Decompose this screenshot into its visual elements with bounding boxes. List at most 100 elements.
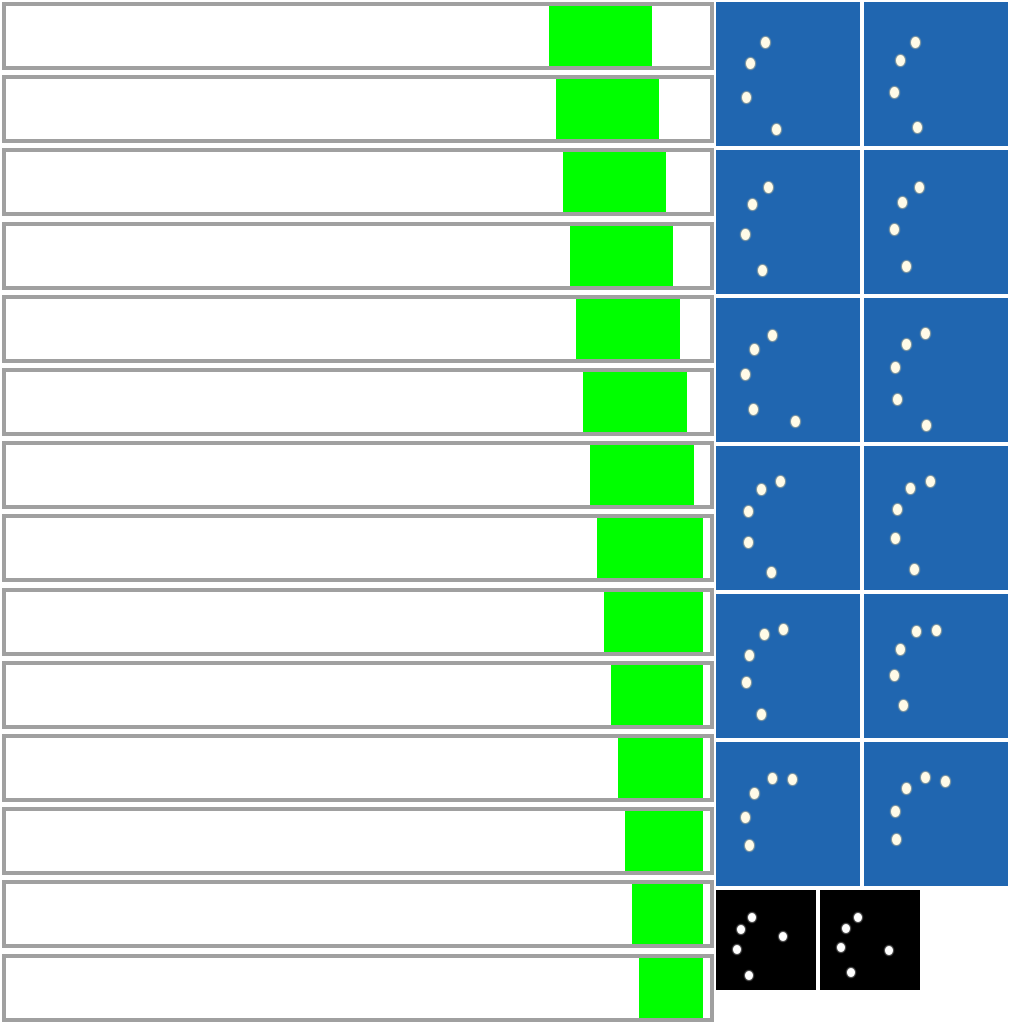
dot-marker — [889, 86, 899, 98]
dot-marker — [743, 505, 753, 517]
dot-marker — [748, 912, 756, 922]
progress-bar — [2, 75, 714, 143]
dot-marker — [901, 338, 911, 350]
progress-bar-fill — [576, 299, 680, 359]
dot-marker — [740, 811, 750, 823]
progress-bar-fill — [583, 372, 687, 432]
dot-marker — [889, 223, 899, 235]
dot-marker — [921, 419, 931, 431]
dot-image-tile — [716, 298, 860, 442]
progress-bar — [2, 514, 714, 582]
progress-bar-fill — [548, 6, 653, 66]
dot-marker — [931, 624, 941, 636]
dot-thumbnail — [820, 890, 920, 990]
dot-marker — [733, 944, 741, 954]
progress-bar-fill — [631, 884, 703, 944]
progress-bar-fill — [590, 445, 694, 505]
dot-marker — [740, 368, 750, 380]
dot-marker — [744, 649, 754, 661]
dot-marker — [741, 676, 751, 688]
dot-marker — [763, 181, 773, 193]
dot-marker — [892, 393, 902, 405]
dot-marker — [895, 643, 905, 655]
dot-marker — [925, 475, 935, 487]
progress-bar — [2, 588, 714, 656]
dot-marker — [787, 773, 797, 785]
progress-bar — [2, 2, 714, 70]
progress-bar-fill — [555, 79, 660, 139]
progress-bar — [2, 954, 714, 1022]
progress-bar-fill — [624, 811, 703, 871]
progress-bar — [2, 148, 714, 216]
dot-marker — [854, 912, 862, 922]
dot-thumbnail — [716, 890, 816, 990]
dot-marker — [790, 415, 800, 427]
dot-image-tile — [864, 446, 1008, 590]
dot-marker — [847, 967, 855, 977]
dot-marker — [901, 782, 911, 794]
dot-image-tile — [716, 2, 860, 146]
dot-image-tile — [716, 150, 860, 294]
progress-bar-fill — [604, 592, 703, 652]
dot-marker — [771, 123, 781, 135]
dot-marker — [890, 532, 900, 544]
progress-bar — [2, 734, 714, 802]
progress-bar-fill — [617, 738, 703, 798]
progress-bar-fill — [569, 226, 673, 286]
progress-bar — [2, 368, 714, 436]
dot-marker — [842, 923, 850, 933]
progress-bar — [2, 661, 714, 729]
progress-bar — [2, 807, 714, 875]
dot-marker — [779, 931, 787, 941]
dot-image-tile — [716, 446, 860, 590]
dot-marker — [744, 839, 754, 851]
dot-marker — [748, 403, 758, 415]
dot-image-tile — [864, 150, 1008, 294]
dot-marker — [901, 260, 911, 272]
dot-image-tile — [864, 594, 1008, 738]
progress-bar-fill — [638, 958, 703, 1018]
dot-marker — [920, 327, 930, 339]
dot-marker — [885, 945, 893, 955]
dot-marker — [767, 772, 777, 784]
dot-marker — [737, 924, 745, 934]
dot-marker — [757, 264, 767, 276]
dot-marker — [912, 121, 922, 133]
dot-marker — [740, 228, 750, 240]
dot-marker — [890, 361, 900, 373]
progress-bar-fill — [610, 665, 703, 725]
dot-marker — [766, 566, 776, 578]
dot-image-tile — [716, 594, 860, 738]
progress-bar — [2, 295, 714, 363]
dot-marker — [897, 196, 907, 208]
dot-image-tile — [864, 742, 1008, 886]
dot-marker — [910, 36, 920, 48]
dot-marker — [747, 198, 757, 210]
dot-marker — [759, 628, 769, 640]
dot-marker — [914, 181, 924, 193]
dot-marker — [909, 563, 919, 575]
progress-bar — [2, 441, 714, 509]
dot-marker — [767, 329, 777, 341]
progress-bar — [2, 222, 714, 290]
dot-marker — [889, 669, 899, 681]
dot-marker — [760, 36, 770, 48]
dot-marker — [749, 787, 759, 799]
progress-bar-fill — [562, 152, 667, 212]
dot-marker — [895, 54, 905, 66]
dot-marker — [898, 699, 908, 711]
dot-image-tile — [864, 298, 1008, 442]
dot-marker — [756, 483, 766, 495]
dot-marker — [749, 343, 759, 355]
dot-marker — [743, 536, 753, 548]
dot-image-tile — [716, 742, 860, 886]
dot-marker — [911, 625, 921, 637]
dot-marker — [775, 475, 785, 487]
dot-marker — [745, 970, 753, 980]
dot-image-tile — [864, 2, 1008, 146]
dot-marker — [890, 805, 900, 817]
dot-marker — [905, 482, 915, 494]
dot-marker — [756, 708, 766, 720]
dot-marker — [891, 833, 901, 845]
